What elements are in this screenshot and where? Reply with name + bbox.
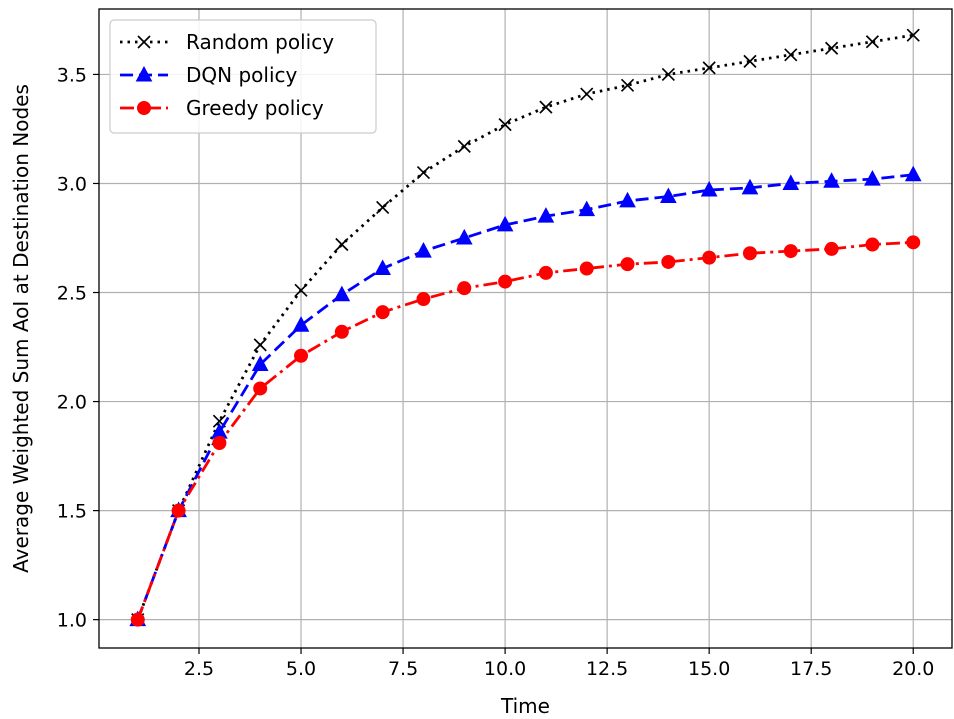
y-tick-label: 1.0 (57, 610, 87, 632)
data-point-marker (700, 180, 718, 197)
data-point-marker (824, 41, 839, 55)
data-point-marker (620, 257, 635, 272)
data-point-marker (580, 87, 594, 101)
legend-label: Random policy (186, 30, 334, 54)
series-line (136, 33, 914, 621)
series-layer (129, 28, 922, 627)
data-point-marker (702, 250, 717, 265)
data-point-marker (416, 165, 431, 180)
data-point-marker (823, 172, 840, 188)
data-point-marker (376, 200, 390, 215)
data-point-marker (496, 215, 514, 232)
y-tick-label: 3.5 (57, 64, 87, 86)
series-line (136, 173, 914, 621)
data-point-marker (865, 35, 880, 49)
y-tick-label: 1.5 (57, 501, 87, 523)
data-point-marker (702, 61, 716, 75)
x-tick-label: 5.0 (286, 658, 316, 680)
data-point-marker (416, 292, 431, 307)
x-tick-label: 10.0 (484, 658, 526, 680)
y-tick-label: 2.0 (57, 392, 87, 414)
ticks: 2.5 5.0 7.5 10.0 12.5 15.0 17.5 20.0 1.0 1.5 2.0 2.… (57, 64, 935, 680)
data-point-marker (741, 178, 759, 195)
legend-box (109, 19, 377, 134)
y-tick-label: 3.0 (57, 173, 87, 195)
legend-marker (135, 65, 153, 82)
data-point-marker (455, 228, 473, 245)
data-point-marker (579, 261, 594, 276)
data-point-marker (783, 244, 798, 259)
data-point-marker (660, 187, 677, 204)
data-point-marker (864, 170, 881, 186)
legend: Random policy DQN policy Greedy policy (109, 19, 377, 134)
data-point-marker (742, 246, 757, 261)
data-point-marker (906, 235, 921, 250)
data-point-marker (292, 316, 310, 332)
data-point-marker (375, 305, 390, 320)
legend-entry: DQN policy (120, 63, 298, 87)
data-point-marker (904, 165, 922, 182)
data-point-marker (374, 259, 391, 276)
legend-marker (137, 35, 151, 49)
x-tick-label: 12.5 (586, 658, 628, 680)
x-axis-title: Time (500, 694, 550, 718)
data-point-marker (865, 237, 880, 252)
data-point-marker (253, 381, 268, 396)
data-point-marker (333, 285, 351, 302)
data-point-marker (498, 274, 513, 289)
data-point-marker (906, 28, 920, 42)
data-point-marker (743, 54, 757, 68)
x-tick-label: 17.5 (790, 658, 832, 680)
series-2 (130, 235, 921, 627)
legend-label: DQN policy (186, 63, 298, 87)
data-point-marker (498, 117, 512, 132)
data-point-marker (212, 435, 227, 450)
data-point-marker (294, 283, 308, 297)
data-point-marker (457, 281, 472, 296)
data-point-marker (457, 139, 471, 153)
data-point-marker (251, 355, 269, 371)
x-tick-label: 7.5 (388, 658, 418, 680)
grid (99, 9, 952, 648)
data-point-marker (537, 207, 555, 223)
data-point-marker (661, 67, 675, 82)
data-point-marker (538, 265, 553, 280)
data-point-marker (578, 200, 596, 217)
y-axis-title: Average Weighted Sum AoI at Destination … (9, 84, 33, 573)
data-point-marker (130, 612, 145, 627)
data-point-marker (171, 503, 186, 518)
x-tick-label: 15.0 (688, 658, 730, 680)
data-point-marker (335, 237, 349, 252)
data-point-marker (539, 100, 553, 114)
data-point-marker (619, 191, 636, 208)
x-tick-label: 2.5 (184, 658, 214, 680)
data-point-marker (415, 242, 432, 258)
data-point-marker (620, 78, 635, 92)
data-point-marker (253, 338, 267, 352)
plot-frame (98, 8, 953, 649)
legend-label: Greedy policy (186, 96, 324, 120)
legend-entry: Random policy (120, 30, 334, 54)
data-point-marker (784, 48, 798, 62)
data-point-marker (334, 324, 349, 339)
data-point-marker (294, 348, 309, 363)
legend-marker (137, 101, 151, 115)
data-point-marker (782, 174, 800, 190)
data-point-marker (661, 254, 676, 269)
x-tick-label: 20.0 (892, 658, 934, 680)
data-point-marker (824, 241, 839, 256)
y-tick-label: 2.5 (57, 283, 87, 305)
legend-entry: Greedy policy (120, 96, 324, 120)
